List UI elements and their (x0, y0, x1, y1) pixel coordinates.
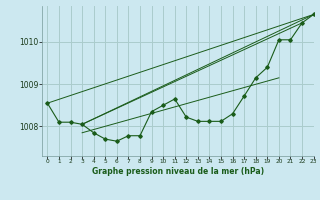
X-axis label: Graphe pression niveau de la mer (hPa): Graphe pression niveau de la mer (hPa) (92, 167, 264, 176)
